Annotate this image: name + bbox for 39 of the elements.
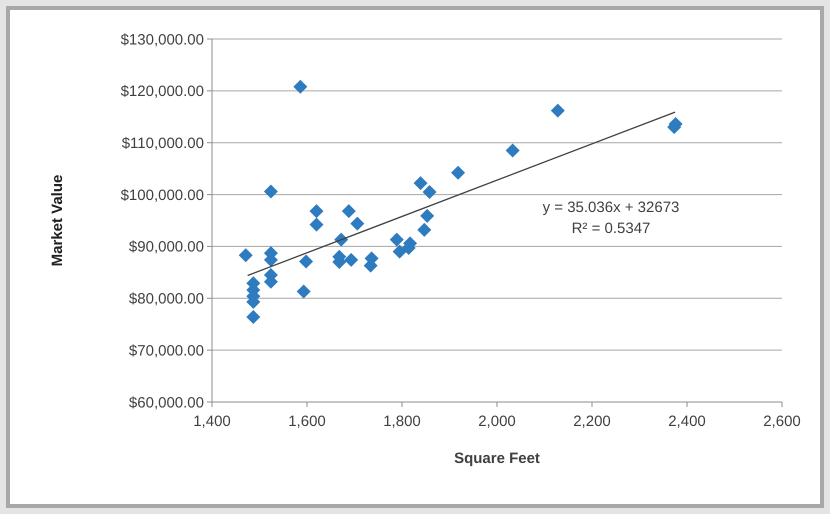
point [417, 222, 432, 237]
y-tick-label: $110,000.00 [122, 134, 204, 152]
point [238, 248, 253, 262]
x-tick-label: 1,800 [383, 413, 421, 430]
point [506, 143, 520, 158]
point [550, 104, 565, 118]
point [246, 310, 260, 324]
y-tick-label: $120,000.00 [120, 83, 204, 100]
y-tick-label: $80,000.00 [128, 290, 204, 308]
point [299, 254, 314, 268]
y-axis-title: Market Value [49, 174, 66, 266]
x-tick-label: 1,400 [193, 413, 231, 430]
point [390, 232, 404, 247]
point [296, 284, 311, 299]
x-tick-label: 2,600 [763, 413, 801, 430]
point [264, 184, 278, 198]
point [420, 208, 434, 223]
point [422, 184, 437, 199]
y-tick-label: $100,000.00 [120, 186, 204, 204]
annotation: R² = 0.5347 [572, 220, 650, 237]
y-tick-label: $70,000.00 [128, 342, 204, 360]
point [342, 204, 356, 218]
point [414, 176, 428, 190]
y-tick-label: $90,000.00 [128, 238, 204, 256]
y-tick-label: $130,000.00 [120, 31, 204, 48]
point [344, 252, 358, 267]
point [310, 204, 324, 218]
point [293, 80, 308, 94]
x-axis-title: Square Feet [454, 450, 540, 467]
x-tick-label: 2,000 [478, 413, 516, 430]
point [392, 244, 407, 259]
x-tick-label: 2,200 [573, 413, 611, 430]
y-tick-label: $60,000.00 [128, 394, 204, 412]
point [451, 166, 466, 180]
x-tick-label: 2,400 [668, 413, 706, 430]
point [350, 216, 364, 231]
point [310, 218, 324, 232]
annotation: y = 35.036x + 32673 [542, 199, 680, 216]
x-tick-label: 1,600 [288, 413, 326, 430]
